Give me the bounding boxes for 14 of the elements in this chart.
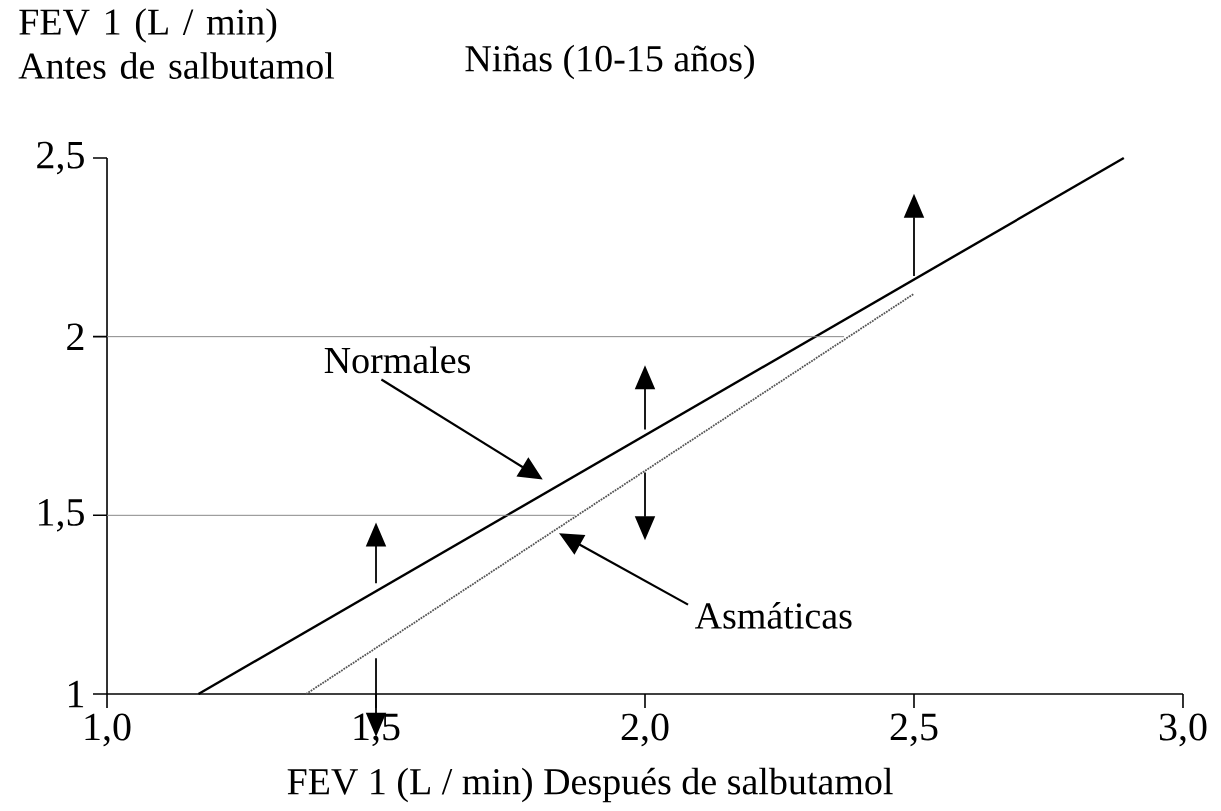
annotation: Asmáticas — [695, 601, 852, 629]
chart-title: Niñas (10-15 años) — [465, 44, 754, 80]
x-tick-label: 3,0 — [1159, 713, 1207, 747]
x-axis-title: FEV 1 (L / min) Después de salbutamol — [287, 767, 893, 803]
annotation: Normales — [324, 346, 471, 374]
x-tick-label: 2,0 — [621, 713, 669, 747]
x-tick-label: 1,0 — [85, 713, 131, 747]
x-tick-label: 2,5 — [890, 713, 938, 747]
y-tick-label: 2 — [67, 323, 84, 350]
x-tick-label: 1,5 — [354, 713, 400, 747]
y-axis-title: FEV 1 (L / min) Antes de salbutamol — [18, 8, 335, 79]
y-tick-label: 2,5 — [37, 141, 84, 175]
y-tick-label: 1,5 — [38, 499, 84, 532]
y-tick-label: 1 — [68, 680, 84, 708]
